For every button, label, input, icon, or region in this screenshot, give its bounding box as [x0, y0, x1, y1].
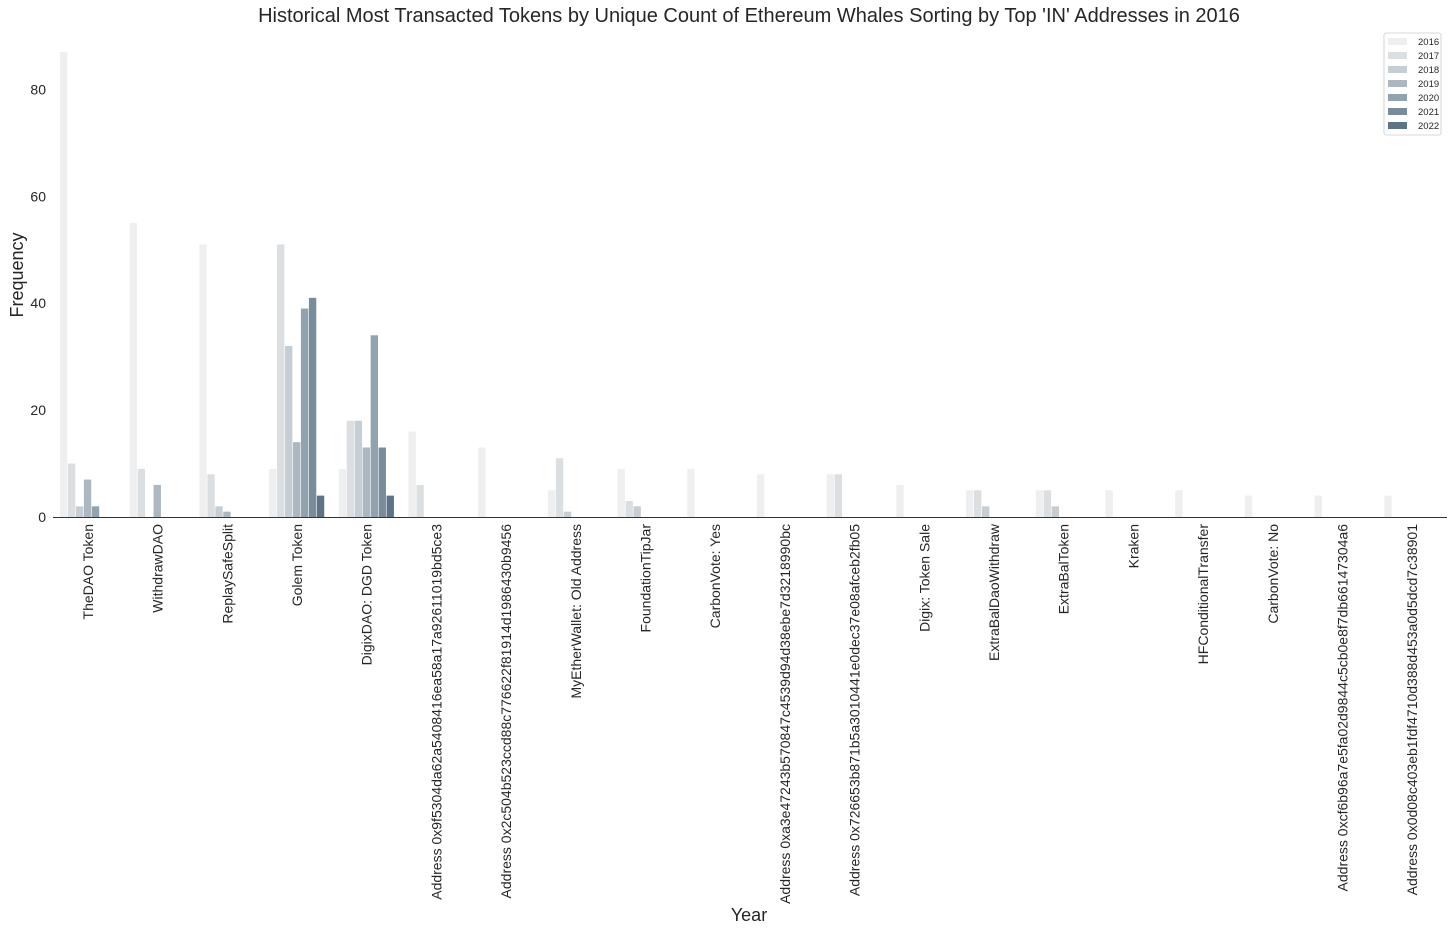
legend: 2016 2017 2018 2019 2020 2021 2022 — [1383, 32, 1442, 136]
bar-2022 — [316, 495, 325, 517]
bar-2018 — [75, 506, 84, 517]
x-axis-title: Year — [731, 905, 767, 925]
legend-swatch — [1388, 66, 1407, 73]
bar-2017 — [416, 484, 424, 517]
y-axis: 0 20 40 60 80 — [30, 81, 46, 525]
bar-2017 — [67, 463, 76, 517]
y-axis-title: Frequency — [7, 232, 27, 317]
y-tick-label: 40 — [30, 295, 46, 311]
bar-2020 — [300, 308, 309, 517]
bar-2017 — [137, 468, 146, 517]
bar-2016 — [966, 490, 974, 517]
bar-2016 — [199, 244, 207, 517]
bar-2020 — [91, 506, 100, 517]
legend-swatch — [1388, 52, 1407, 59]
bar-2016 — [687, 468, 695, 517]
legend-label: 2022 — [1418, 121, 1439, 132]
bar-2016 — [1244, 495, 1253, 517]
bar-2016 — [1384, 495, 1392, 517]
bar-2016 — [896, 484, 904, 517]
bar-2017 — [625, 500, 633, 517]
x-tick-label: Address 0xcf6b96a7e5fa02d9844c5cb0e8f7db… — [1334, 524, 1350, 892]
bar-2016 — [1314, 495, 1322, 517]
x-tick-label: Address 0x9f5304da62a5408416ea58a17a9261… — [428, 524, 444, 900]
y-tick-label: 20 — [30, 402, 46, 418]
bar-2016 — [478, 447, 486, 517]
bar-2016 — [617, 468, 625, 517]
x-tick-label: Kraken — [1125, 524, 1141, 568]
bar-2016 — [269, 468, 277, 517]
x-tick-label: MyEtherWallet: Old Address — [568, 524, 584, 699]
bar-2016 — [1035, 490, 1044, 517]
y-tick-label: 0 — [38, 509, 46, 525]
legend-label: 2017 — [1418, 51, 1439, 62]
legend-label: 2018 — [1418, 65, 1439, 76]
chart-title: Historical Most Transacted Tokens by Uni… — [258, 5, 1240, 27]
bar-2022 — [386, 495, 394, 517]
bar-2019 — [362, 447, 371, 517]
bar-2017 — [207, 474, 215, 517]
x-tick-label: Address 0xa3e47243b570847c4539d94d38ebe7… — [777, 524, 793, 904]
bar-2018 — [354, 420, 363, 517]
x-tick-label: Golem Token — [289, 524, 305, 606]
bar-2018 — [285, 345, 293, 517]
x-tick-label: DigixDAO: DGD Token — [359, 524, 375, 665]
bar-2021 — [308, 297, 317, 517]
x-tick-label: CarbonVote: Yes — [707, 524, 723, 628]
legend-swatch — [1388, 94, 1407, 101]
bar-2019 — [292, 442, 301, 517]
legend-label: 2020 — [1418, 93, 1439, 104]
legend-swatch — [1388, 122, 1407, 129]
bar-2021 — [378, 447, 386, 517]
x-axis: TheDAO Token WithdrawDAO ReplaySafeSplit Go… — [80, 523, 1420, 904]
bar-2018 — [982, 506, 990, 517]
bar-2016 — [338, 468, 347, 517]
x-tick-label: Address 0x726653b871b5a3010441e0dec37e08… — [847, 524, 863, 896]
bar-2018 — [633, 506, 641, 517]
legend-swatch — [1388, 38, 1407, 45]
x-tick-label: ExtraBalToken — [1056, 524, 1072, 614]
bar-2017 — [834, 474, 843, 517]
legend-swatch — [1388, 80, 1407, 87]
x-tick-label: TheDAO Token — [80, 524, 96, 619]
bar-2016 — [826, 474, 835, 517]
bar-2017 — [555, 458, 564, 517]
x-tick-label: ReplaySafeSplit — [219, 524, 235, 624]
bar-2016 — [59, 52, 68, 517]
bar-2016 — [1175, 490, 1183, 517]
bar-2018 — [563, 511, 572, 517]
bar-2016 — [547, 490, 556, 517]
bar-2016 — [1105, 490, 1113, 517]
bar-2017 — [346, 420, 355, 517]
bar-2018 — [1051, 506, 1060, 517]
legend-swatch — [1388, 108, 1407, 115]
x-tick-label: Address 0x2c504b523ccd88c776622f81914d19… — [498, 524, 514, 899]
bars — [59, 52, 1392, 517]
bar-2016 — [756, 474, 765, 517]
legend-label: 2019 — [1418, 79, 1439, 90]
legend-label: 2016 — [1418, 37, 1439, 48]
bar-2020 — [370, 335, 378, 517]
bar-2017 — [974, 490, 982, 517]
bar-2017 — [1043, 490, 1052, 517]
bar-2016 — [129, 223, 138, 517]
bar-2019 — [83, 479, 92, 517]
bar-2019 — [223, 511, 231, 517]
bar-2018 — [215, 506, 223, 517]
x-tick-label: WithdrawDAO — [150, 524, 166, 613]
y-tick-label: 80 — [30, 81, 46, 97]
x-tick-label: Address 0x0d08c403eb1fdf4710d388d453a0d5… — [1404, 524, 1420, 896]
x-tick-label: HFConditionalTransfer — [1195, 524, 1211, 665]
bar-2019 — [153, 484, 161, 517]
legend-label: 2021 — [1418, 107, 1439, 118]
x-tick-label: CarbonVote: No — [1265, 524, 1281, 624]
x-tick-label: Digix: Token Sale — [916, 524, 932, 632]
x-tick-label: ExtraBalDaoWithdraw — [986, 523, 1002, 661]
bar-2017 — [277, 244, 285, 517]
y-tick-label: 60 — [30, 188, 46, 204]
bar-2016 — [408, 431, 416, 517]
x-tick-label: FoundationTipJar — [637, 524, 653, 633]
